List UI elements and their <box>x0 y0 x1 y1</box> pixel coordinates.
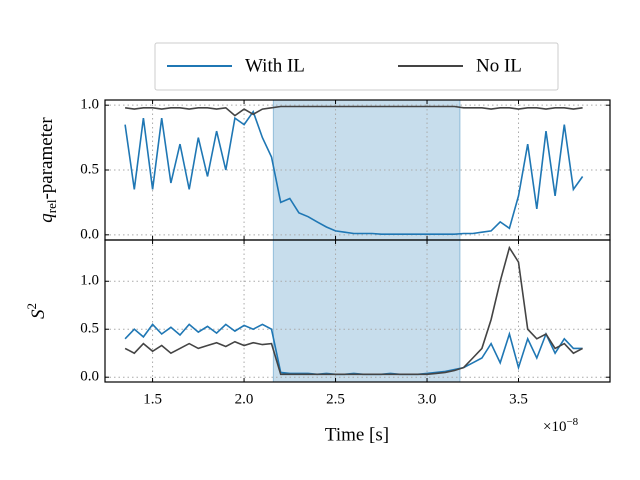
x-tick-label: 3.0 <box>418 391 437 407</box>
y-tick-label: 1.0 <box>80 273 99 289</box>
ylabel-subscript: rel <box>44 199 59 213</box>
legend-box <box>154 42 559 91</box>
offset-base: ×10 <box>543 419 566 435</box>
y-tick-label: 0.5 <box>80 321 99 337</box>
x-tick-label: 2.5 <box>326 391 345 407</box>
x-tick-label: 2.0 <box>235 391 254 407</box>
shaded-span <box>272 239 461 383</box>
x-tick-label: 1.5 <box>143 391 162 407</box>
y-tick-label: 1.0 <box>80 97 99 113</box>
legend-label: No IL <box>476 55 522 76</box>
y-axis-label: S2 <box>24 303 49 319</box>
y-tick-label: 0.5 <box>80 161 99 177</box>
y-axis-label: qrel-parameter <box>36 117 59 223</box>
axis-offset: ×10−8 <box>543 416 579 436</box>
offset-exponent: −8 <box>566 416 578 428</box>
ylabel-superscript: 2 <box>24 303 39 310</box>
x-tick-label: 3.5 <box>509 391 528 407</box>
legend-label: With IL <box>245 55 305 76</box>
series-line <box>124 323 583 376</box>
y-tick-label: 0.0 <box>80 369 99 385</box>
series-line <box>124 105 583 117</box>
axes-frame <box>104 239 611 383</box>
ylabel-symbol: q <box>36 213 57 223</box>
ylabel-symbol: S <box>28 309 49 319</box>
ylabel-text: -parameter <box>36 117 57 200</box>
series-line <box>124 109 584 235</box>
x-axis-label: Time [s] <box>325 424 389 445</box>
y-tick-label: 0.0 <box>80 226 99 242</box>
series-line <box>124 245 583 376</box>
